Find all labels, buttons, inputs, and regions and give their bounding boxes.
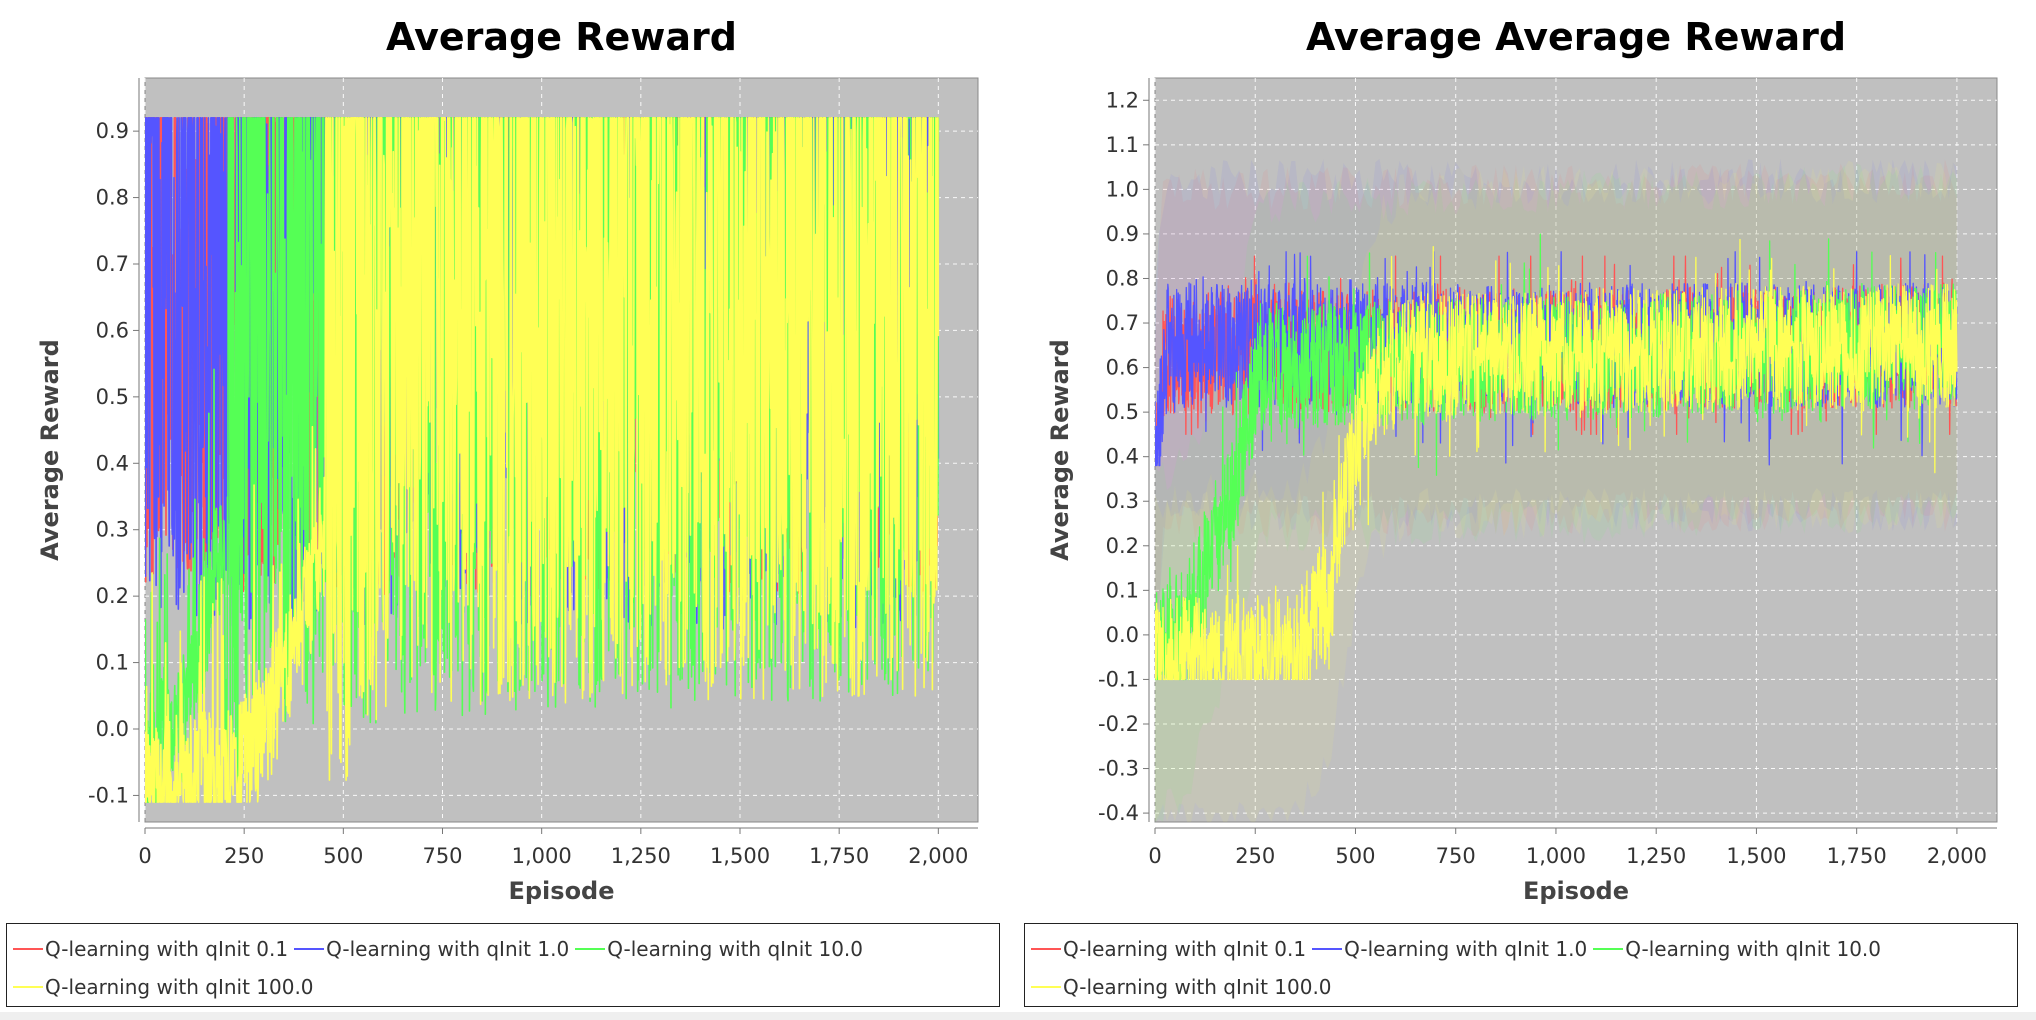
y-tick-label: -0.1 xyxy=(88,783,129,807)
legend-item-2: Q-learning with qInit 1.0 xyxy=(294,930,569,968)
legend-item-4: Q-learning with qInit 100.0 xyxy=(1031,968,1332,1006)
y-tick-label: 1.1 xyxy=(1106,133,1139,157)
legend-average-average-reward: Q-learning with qInit 0.1 Q-learning with… xyxy=(1024,923,2018,1007)
y-tick-label: 0.1 xyxy=(96,651,129,675)
y-tick-label: 0.8 xyxy=(96,186,129,210)
y-tick-label: 1.0 xyxy=(1106,177,1139,201)
x-tick-label: 1,750 xyxy=(809,844,869,868)
legend-label: Q-learning with qInit 0.1 xyxy=(1063,937,1307,961)
legend-item-1: Q-learning with qInit 0.1 xyxy=(13,930,288,968)
y-tick-label: 0.1 xyxy=(1106,578,1139,602)
y-axis-label: Average Reward xyxy=(1046,339,1074,561)
y-tick-label: 0.5 xyxy=(1106,400,1139,424)
legend-average-reward: Q-learning with qInit 0.1 Q-learning with… xyxy=(6,923,1000,1007)
legend-label: Q-learning with qInit 100.0 xyxy=(1063,975,1332,999)
y-tick-label: 0.3 xyxy=(1106,489,1139,513)
y-tick-label: 0.4 xyxy=(96,451,129,475)
y-tick-label: 0.8 xyxy=(1106,266,1139,290)
legend-label: Q-learning with qInit 1.0 xyxy=(1344,937,1588,961)
x-tick-label: 2,000 xyxy=(1927,844,1987,868)
chart-average-average-reward: Average Average Reward 0 250 500 750 1,000 1,2… xyxy=(1046,15,1998,905)
x-tick-label: 0 xyxy=(1148,844,1161,868)
x-tick-label: 500 xyxy=(323,844,363,868)
x-tick-label: 0 xyxy=(138,844,151,868)
y-tick-label: -0.3 xyxy=(1098,757,1139,781)
x-tick-label: 1,250 xyxy=(611,844,671,868)
x-tick-label: 1,000 xyxy=(1526,844,1586,868)
y-tick-label: 0.6 xyxy=(96,318,129,342)
legend-swatch xyxy=(1593,948,1624,950)
y-axis-label: Average Reward xyxy=(36,339,64,561)
series-group xyxy=(145,117,940,803)
legend-label: Q-learning with qInit 1.0 xyxy=(326,937,570,961)
y-tick-label: 0.4 xyxy=(1106,445,1139,469)
y-tick-label: 0.2 xyxy=(1106,534,1139,558)
y-tick-label: 0.9 xyxy=(1106,222,1139,246)
x-tick-label: 1,500 xyxy=(710,844,770,868)
y-tick-label: 0.5 xyxy=(96,385,129,409)
x-tick-label: 1,750 xyxy=(1827,844,1887,868)
legend-item-3: Q-learning with qInit 10.0 xyxy=(575,930,863,968)
x-tick-label: 1,000 xyxy=(512,844,572,868)
legend-label: Q-learning with qInit 10.0 xyxy=(607,937,863,961)
y-tick-label: 0.7 xyxy=(96,252,129,276)
y-tick-label: -0.1 xyxy=(1098,667,1139,691)
x-axis-label: Episode xyxy=(1523,877,1629,905)
x-tick-label: 500 xyxy=(1335,844,1375,868)
legend-swatch xyxy=(1031,948,1061,950)
y-tick-label: -0.2 xyxy=(1098,712,1139,736)
y-tick-label: 1.2 xyxy=(1106,88,1139,112)
legend-swatch xyxy=(575,948,606,950)
chart-title: Average Average Reward xyxy=(1306,15,1846,59)
x-tick-label: 750 xyxy=(422,844,462,868)
x-tick-label: 1,500 xyxy=(1726,844,1786,868)
legend-swatch xyxy=(1312,948,1343,950)
bottom-strip xyxy=(0,1012,2036,1020)
y-tick-label: 0.3 xyxy=(96,518,129,542)
legend-item-1: Q-learning with qInit 0.1 xyxy=(1031,930,1306,968)
legend-swatch xyxy=(294,948,325,950)
x-axis-label: Episode xyxy=(508,877,614,905)
chart-panel-average-reward: Average Reward 0 250 500 750 1,000 1,250 1,500 1… xyxy=(6,15,1000,1007)
y-tick-label: 0.0 xyxy=(1106,623,1139,647)
x-tick-label: 250 xyxy=(224,844,264,868)
legend-label: Q-learning with qInit 10.0 xyxy=(1625,937,1881,961)
series-line-4 xyxy=(1155,238,1958,681)
x-tick-label: 2,000 xyxy=(908,844,968,868)
x-tick-label: 750 xyxy=(1436,844,1476,868)
legend-swatch xyxy=(1031,986,1061,988)
axes: 0 250 500 750 1,000 1,250 1,500 1,750 2,000 -0.4 -… xyxy=(1098,78,1997,868)
legend-item-3: Q-learning with qInit 10.0 xyxy=(1593,930,1881,968)
legend-swatch xyxy=(13,948,43,950)
legend-label: Q-learning with qInit 100.0 xyxy=(45,975,314,999)
series-group xyxy=(1155,158,1958,822)
axes: 0 250 500 750 1,000 1,250 1,500 1,750 2,000 -0.1 0… xyxy=(88,78,978,868)
x-tick-label: 1,250 xyxy=(1626,844,1686,868)
legend-label: Q-learning with qInit 0.1 xyxy=(45,937,289,961)
legend-item-2: Q-learning with qInit 1.0 xyxy=(1312,930,1587,968)
x-tick-label: 250 xyxy=(1235,844,1275,868)
chart-title: Average Reward xyxy=(386,15,737,59)
legend-item-4: Q-learning with qInit 100.0 xyxy=(13,968,314,1006)
y-tick-label: 0.6 xyxy=(1106,356,1139,380)
series-band-1 xyxy=(1155,159,1957,655)
legend-swatch xyxy=(13,986,43,988)
series-line-4 xyxy=(145,117,940,803)
chart-average-reward: Average Reward 0 250 500 750 1,000 1,250 1,500 1… xyxy=(36,15,979,905)
y-tick-label: 0.2 xyxy=(96,584,129,608)
y-tick-label: 0.0 xyxy=(96,717,129,741)
chart-panel-average-average-reward: Average Average Reward 0 250 500 750 1,000 1,2… xyxy=(1018,0,2036,1020)
y-tick-label: 0.9 xyxy=(96,119,129,143)
y-tick-label: 0.7 xyxy=(1106,311,1139,335)
y-tick-label: -0.4 xyxy=(1098,801,1139,825)
